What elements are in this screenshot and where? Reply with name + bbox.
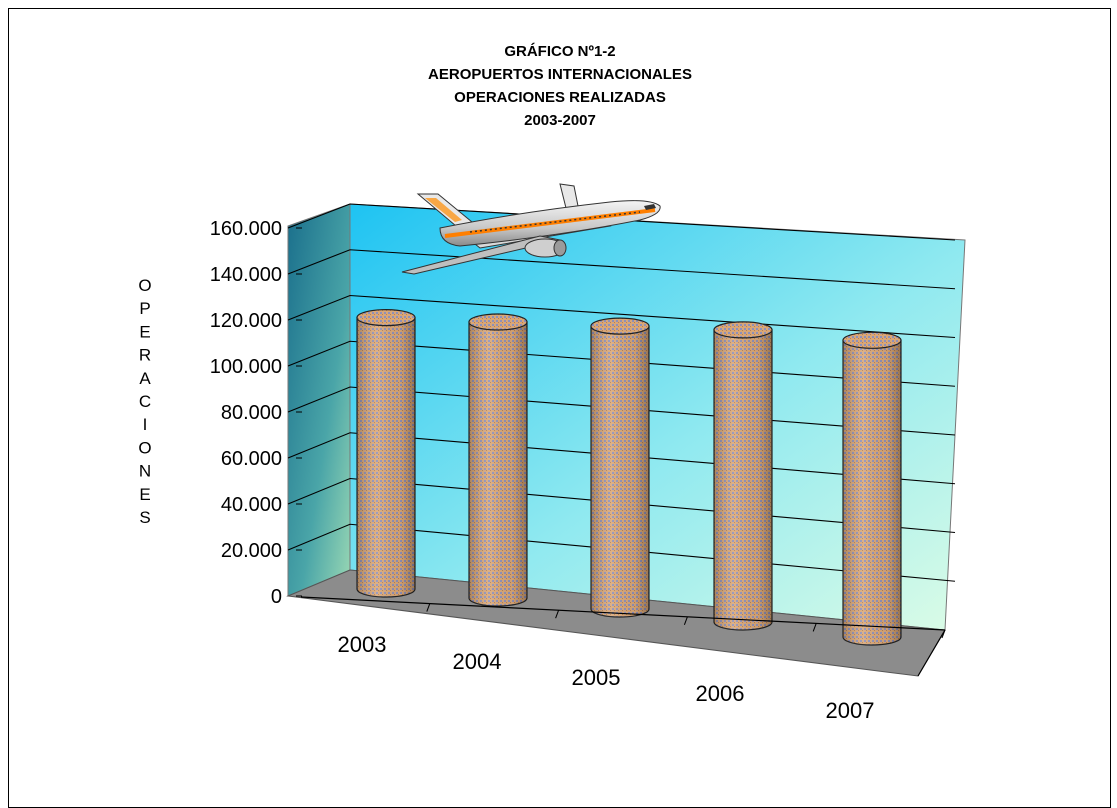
bar [590, 317, 650, 618]
bar [842, 331, 902, 646]
gridline [287, 203, 956, 241]
y-label-letter: E [139, 322, 150, 341]
bar-shading [469, 322, 527, 606]
title-line-4: 2003-2007 [524, 112, 596, 129]
title-line-3: OPERACIONES REALIZADAS [454, 89, 666, 106]
title-line-2: AEROPUERTOS INTERNACIONALES [428, 66, 692, 83]
y-label-letter: E [139, 485, 150, 504]
y-tick-label: 100.000 [210, 356, 282, 378]
y-tick-label: 160.000 [210, 218, 282, 240]
bar-shading [591, 326, 649, 617]
y-label-letter: A [139, 369, 151, 388]
x-tick-mark [683, 616, 688, 625]
y-label-letter: S [139, 508, 150, 527]
y-label-letter: I [143, 415, 148, 434]
bar-top [713, 321, 773, 339]
y-label-letter: O [138, 438, 151, 457]
gridline [287, 249, 956, 290]
y-label-letter: C [139, 392, 151, 411]
y-label-letter: O [138, 276, 151, 295]
bar [468, 313, 528, 607]
chart-title: GRÁFICO Nº1-2 AEROPUERTOS INTERNACIONALE… [428, 43, 692, 129]
bar-top [356, 309, 416, 327]
y-axis-label: OPERACIONES [138, 276, 151, 527]
y-label-letter: P [139, 299, 150, 318]
y-tick-label: 80.000 [221, 402, 282, 424]
x-axis-line [300, 596, 946, 631]
title-line-1: GRÁFICO Nº1-2 [504, 43, 615, 60]
x-tick-label: 2004 [453, 649, 502, 674]
bar [713, 321, 773, 631]
x-tick-label: 2005 [572, 665, 621, 690]
x-tick-mark [555, 610, 560, 619]
x-tick-mark [812, 623, 817, 632]
y-tick-labels: 0 20.000 40.000 60.000 80.000 100.000 120.000 1… [210, 218, 302, 608]
x-tick-label: 2003 [338, 632, 387, 657]
y-label-letter: N [139, 462, 151, 481]
y-tick-label: 20.000 [221, 540, 282, 562]
x-tick-mark [941, 629, 946, 639]
x-tick-label: 2006 [696, 681, 745, 706]
y-tick-label: 140.000 [210, 264, 282, 286]
bar-top [468, 313, 528, 331]
y-tick-label: 40.000 [221, 494, 282, 516]
x-tick-labels: 2003 2004 2005 2006 2007 [338, 603, 946, 723]
bar-top [590, 317, 650, 335]
x-tick-mark [426, 603, 431, 612]
bar-shading [843, 340, 901, 645]
x-axis [300, 596, 946, 677]
bars [356, 309, 902, 646]
y-label-letter: R [139, 346, 151, 365]
bar-shading [357, 317, 415, 597]
x-tick-label: 2007 [826, 698, 875, 723]
bar [356, 309, 416, 598]
x-axis-edge [917, 629, 946, 677]
y-tick-label: 120.000 [210, 310, 282, 332]
bar-top [842, 331, 902, 349]
bar-shading [714, 329, 772, 630]
airplane-icon [401, 183, 661, 275]
y-tick-label: 0 [271, 586, 282, 608]
y-tick-label: 60.000 [221, 448, 282, 470]
